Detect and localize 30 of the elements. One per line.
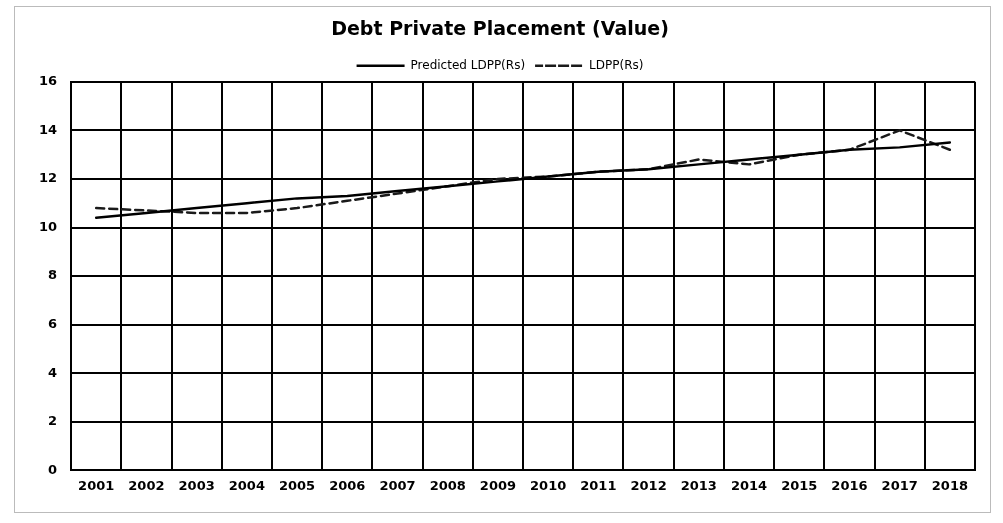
x-tick-label: 2013 (680, 477, 717, 493)
x-tick-label: 2012 (630, 477, 667, 493)
x-tick-label: 2007 (379, 477, 416, 493)
x-tick-label: 2002 (128, 477, 165, 493)
x-tick-label: 2001 (78, 477, 115, 493)
x-tick-label: 2005 (278, 477, 316, 493)
chart-title: Debt Private Placement (Value) (331, 17, 669, 40)
y-tick-label: 8 (48, 267, 58, 283)
y-tick-label: 6 (48, 316, 58, 332)
y-tick-label: 2 (48, 413, 58, 429)
x-tick-label: 2018 (931, 477, 968, 493)
x-tick-label: 2015 (781, 477, 818, 493)
y-tick-label: 14 (39, 121, 58, 137)
x-tick-label: 2008 (429, 477, 466, 493)
legend-label: Predicted LDPP(Rs) (410, 57, 526, 72)
y-tick-label: 0 (48, 461, 58, 477)
x-tick-label: 2017 (881, 477, 918, 493)
x-tick-label: 2016 (831, 477, 868, 493)
y-tick-label: 16 (39, 73, 58, 89)
y-tick-label: 12 (39, 170, 58, 186)
x-tick-label: 2003 (178, 477, 215, 493)
y-tick-label: 4 (48, 364, 58, 380)
legend-label: LDPP(Rs) (589, 57, 644, 72)
y-tick-label: 10 (39, 218, 58, 234)
x-tick-label: 2004 (228, 477, 265, 493)
x-tick-label: 2014 (730, 477, 768, 493)
x-tick-label: 2011 (580, 477, 617, 493)
x-tick-label: 2009 (479, 477, 517, 493)
x-tick-label: 2010 (530, 477, 567, 493)
x-tick-label: 2006 (329, 477, 366, 493)
